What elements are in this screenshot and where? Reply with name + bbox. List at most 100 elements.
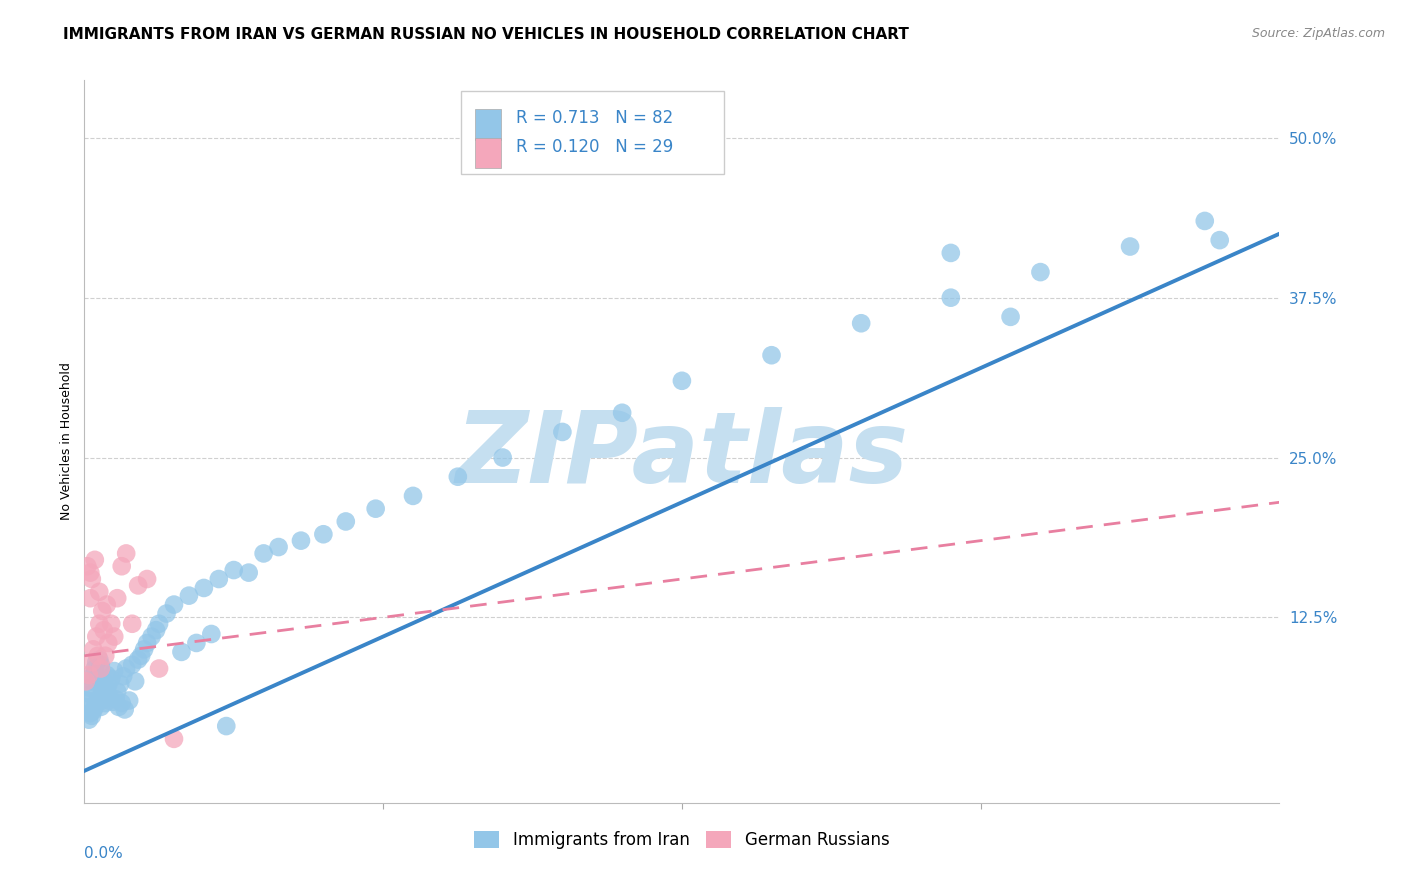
Point (82, 704, 104, 718)
Point (118, 693, 141, 707)
Point (290, 533, 312, 548)
Point (492, 450, 515, 465)
Point (83, 553, 105, 567)
Point (136, 636, 159, 650)
Point (79, 591, 101, 606)
Point (89, 584, 111, 599)
Point (1119, 239, 1142, 253)
Point (939, 246, 962, 260)
Point (83, 661, 105, 675)
Point (75, 699, 97, 714)
Point (87, 648, 110, 663)
Point (80, 655, 103, 669)
Point (96, 683, 118, 698)
Point (1029, 265, 1052, 279)
Point (111, 696, 134, 710)
Text: R = 0.713   N = 82: R = 0.713 N = 82 (516, 109, 673, 128)
Point (98, 690, 121, 704)
Text: IMMIGRANTS FROM IRAN VS GERMAN RUSSIAN NO VEHICLES IN HOUSEHOLD CORRELATION CHAR: IMMIGRANTS FROM IRAN VS GERMAN RUSSIAN N… (63, 27, 910, 42)
Point (177, 589, 200, 603)
Point (80, 709, 103, 723)
Point (79, 706, 101, 721)
Point (155, 607, 177, 621)
Point (200, 627, 222, 641)
FancyBboxPatch shape (461, 91, 724, 174)
Point (312, 527, 335, 541)
Point (111, 559, 134, 574)
Point (80, 674, 103, 689)
Point (114, 702, 136, 716)
Point (129, 648, 152, 663)
Point (82, 642, 104, 657)
Point (96, 598, 118, 612)
Point (136, 572, 159, 586)
Point (104, 692, 127, 706)
Point (267, 540, 290, 554)
Point (89, 616, 111, 631)
Point (238, 566, 260, 580)
Point (76, 559, 98, 574)
Point (1209, 233, 1232, 247)
Point (83, 699, 105, 714)
Point (86, 696, 108, 710)
Point (141, 630, 163, 644)
Point (121, 657, 143, 672)
Point (208, 572, 231, 586)
Point (91, 604, 114, 618)
Point (91, 681, 114, 695)
Point (939, 291, 962, 305)
Point (89, 652, 111, 666)
Point (103, 630, 125, 644)
Point (79, 566, 101, 580)
Point (105, 684, 128, 698)
Point (124, 674, 146, 689)
Point (186, 636, 208, 650)
Point (100, 672, 122, 686)
Point (93, 623, 115, 637)
Point (94, 648, 117, 663)
Point (87, 693, 110, 707)
Point (193, 581, 215, 595)
Point (86, 655, 108, 669)
Point (77, 713, 100, 727)
Point (107, 699, 129, 714)
Point (253, 546, 276, 560)
Point (145, 623, 167, 637)
Point (76, 693, 98, 707)
Point (364, 501, 387, 516)
Point (671, 374, 693, 388)
Point (100, 616, 122, 631)
Point (148, 616, 170, 631)
Point (97, 636, 120, 650)
Point (90, 657, 112, 672)
Point (93, 674, 115, 689)
Point (127, 652, 149, 666)
Point (115, 661, 138, 675)
Point (112, 669, 135, 683)
Point (96, 668, 118, 682)
Point (761, 348, 783, 362)
Point (447, 469, 470, 483)
Text: ZIPatlas: ZIPatlas (456, 408, 908, 505)
Point (79, 687, 101, 701)
Point (91, 693, 114, 707)
Point (163, 731, 186, 746)
Point (163, 598, 186, 612)
Point (77, 681, 100, 695)
Point (127, 578, 149, 592)
Y-axis label: No Vehicles in Household: No Vehicles in Household (60, 363, 73, 520)
Point (75, 674, 97, 689)
Point (215, 719, 238, 733)
Point (612, 406, 634, 420)
Point (94, 696, 117, 710)
Point (87, 671, 110, 685)
Point (335, 515, 357, 529)
Point (148, 661, 170, 675)
Point (89, 690, 111, 705)
Point (90, 661, 112, 675)
Point (93, 687, 115, 701)
Point (132, 642, 156, 657)
Point (851, 316, 873, 330)
Point (103, 664, 125, 678)
Text: 0.0%: 0.0% (84, 847, 124, 861)
